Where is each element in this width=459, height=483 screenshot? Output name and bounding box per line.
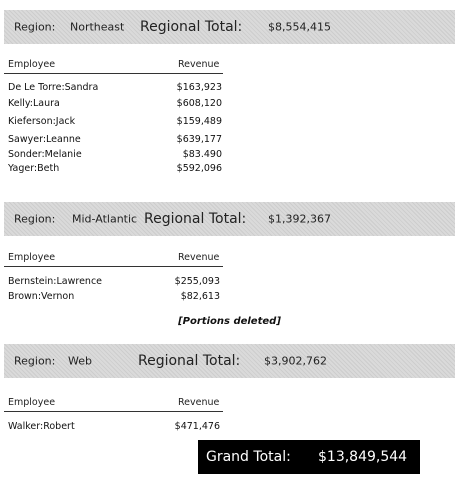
employee-column-header: Employee xyxy=(8,59,56,70)
employee-name: Kelly:Laura xyxy=(8,98,60,109)
header-rule xyxy=(4,266,223,267)
employee-name: Brown:Vernon xyxy=(8,291,75,302)
regional-total-label: Regional Total: xyxy=(138,353,241,369)
regional-total-label: Regional Total: xyxy=(144,211,247,227)
revenue-value: $255,093 xyxy=(174,276,220,287)
region-header-band: Region: Mid-Atlantic Regional Total: $1,… xyxy=(4,202,455,236)
region-label: Region: xyxy=(14,354,56,368)
employee-name: Yager:Beth xyxy=(8,163,60,174)
employee-name: Sonder:Melanie xyxy=(8,149,82,160)
employee-name: Sawyer:Leanne xyxy=(8,134,81,145)
region-header-band: Region: Northeast Regional Total: $8,554… xyxy=(4,10,455,44)
grand-total-value: $13,849,544 xyxy=(318,449,408,465)
region-name: Northeast xyxy=(70,20,125,34)
revenue-value: $163,923 xyxy=(176,82,222,93)
grand-total-box: Grand Total: $13,849,544 xyxy=(198,440,420,474)
header-rule xyxy=(4,411,223,412)
portions-deleted-note: [Portions deleted] xyxy=(178,316,281,327)
revenue-value: $608,120 xyxy=(176,98,222,109)
revenue-column-header: Revenue xyxy=(178,397,220,408)
regional-total-value: $3,902,762 xyxy=(264,354,327,368)
revenue-value: $159,489 xyxy=(176,116,222,127)
regional-total-value: $8,554,415 xyxy=(268,20,331,34)
grand-total-label: Grand Total: xyxy=(206,449,291,465)
regional-total-label: Regional Total: xyxy=(140,19,243,35)
region-label: Region: xyxy=(14,20,56,34)
region-name: Mid-Atlantic xyxy=(72,212,138,226)
revenue-value: $592,096 xyxy=(176,163,222,174)
regional-total-value: $1,392,367 xyxy=(268,212,331,226)
employee-column-header: Employee xyxy=(8,397,56,408)
header-rule xyxy=(4,73,223,74)
revenue-value: $471,476 xyxy=(174,421,220,432)
employee-name: Walker:Robert xyxy=(8,421,75,432)
region-name: Web xyxy=(68,354,92,368)
revenue-value: $639,177 xyxy=(176,134,222,145)
employee-name: De Le Torre:Sandra xyxy=(8,82,99,93)
revenue-value: $82,613 xyxy=(180,291,220,302)
revenue-column-header: Revenue xyxy=(178,252,220,263)
employee-name: Bernstein:Lawrence xyxy=(8,276,103,287)
revenue-column-header: Revenue xyxy=(178,59,220,70)
employee-column-header: Employee xyxy=(8,252,56,263)
region-header-band: Region: Web Regional Total: $3,902,762 xyxy=(4,344,455,378)
revenue-value: $83.490 xyxy=(182,149,222,160)
employee-name: Kieferson:Jack xyxy=(8,116,76,127)
region-label: Region: xyxy=(14,212,56,226)
